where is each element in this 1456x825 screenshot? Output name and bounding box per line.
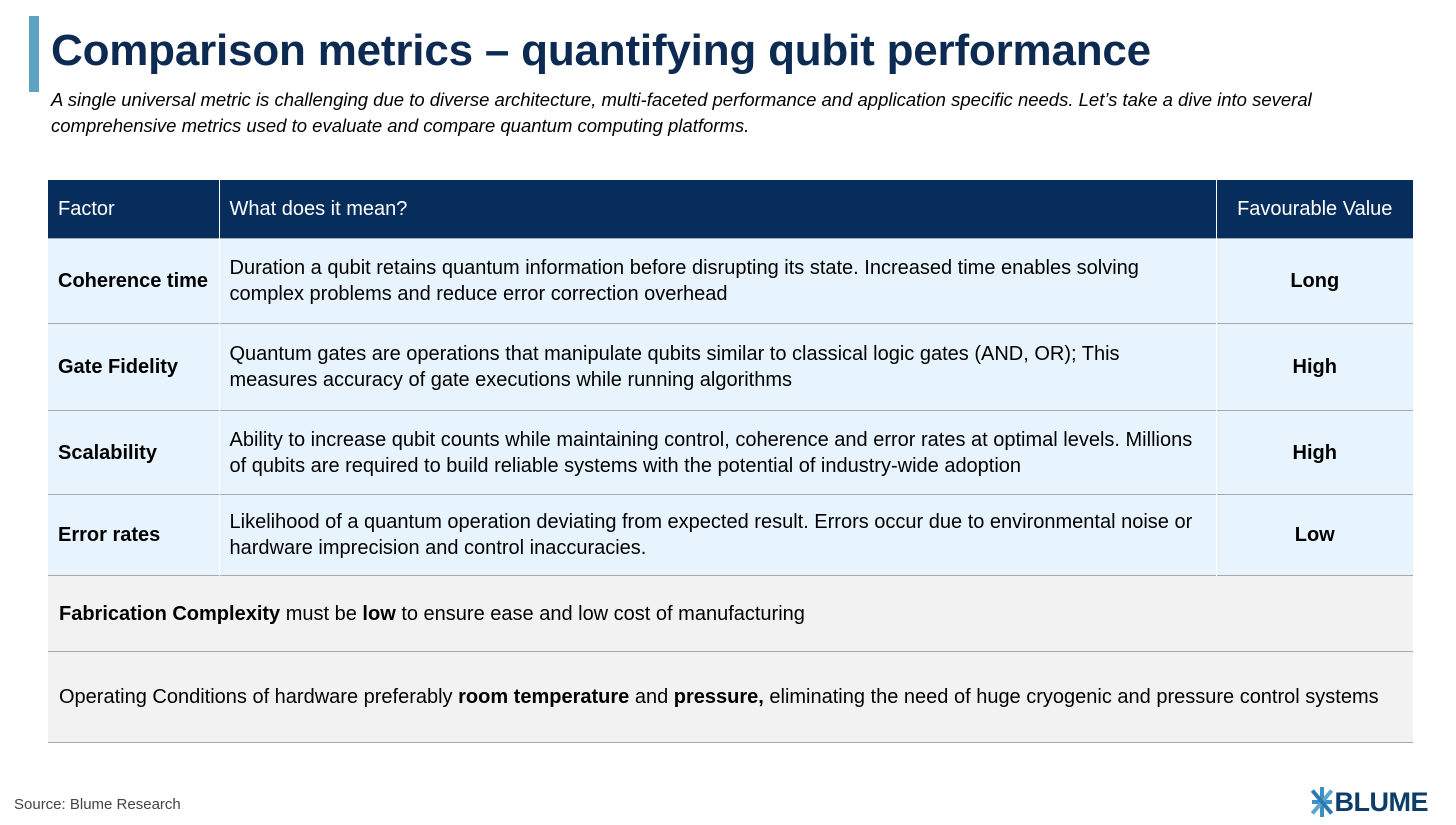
note-bold: room temperature (458, 686, 630, 708)
note-text: Operating Conditions of hardware prefera… (59, 686, 459, 708)
table-header-row: Factor What does it mean? Favourable Val… (48, 180, 1413, 239)
row-value: High (1215, 323, 1413, 411)
note-row-fabrication: Fabrication Complexity must be low to en… (48, 575, 1413, 652)
header-favourable-value: Favourable Value (1215, 180, 1413, 239)
note-text: eliminating the need of huge cryogenic a… (763, 686, 1379, 708)
table-row: Gate Fidelity Quantum gates are operatio… (48, 323, 1413, 411)
note-operating-conditions: Operating Conditions of hardware prefera… (48, 651, 1413, 743)
row-meaning: Likelihood of a quantum operation deviat… (218, 494, 1216, 576)
blume-logo-icon (1310, 787, 1333, 817)
table-row: Error rates Likelihood of a quantum oper… (48, 494, 1413, 576)
blume-logo: BLUME (1310, 786, 1429, 818)
header-meaning: What does it mean? (218, 180, 1216, 239)
row-factor: Gate Fidelity (48, 323, 219, 411)
header-factor: Factor (48, 180, 219, 239)
row-value: Low (1215, 494, 1413, 576)
note-bold: Fabrication Complexity (59, 602, 281, 625)
row-factor: Coherence time (48, 238, 219, 324)
note-bold: low (362, 602, 396, 625)
note-row-operating-conditions: Operating Conditions of hardware prefera… (48, 651, 1413, 743)
row-value: Long (1215, 238, 1413, 324)
row-factor: Scalability (48, 410, 219, 495)
blume-logo-text: BLUME (1334, 786, 1429, 817)
row-meaning: Quantum gates are operations that manipu… (218, 323, 1216, 411)
metrics-table: Factor What does it mean? Favourable Val… (48, 180, 1413, 743)
note-text: to ensure ease and low cost of manufactu… (395, 602, 805, 625)
row-meaning: Ability to increase qubit counts while m… (218, 410, 1216, 495)
row-factor: Error rates (48, 494, 219, 576)
table-row: Scalability Ability to increase qubit co… (48, 410, 1413, 495)
page-title: Comparison metrics – quantifying qubit p… (51, 26, 1151, 75)
row-meaning: Duration a qubit retains quantum informa… (218, 238, 1216, 324)
title-accent-bar (29, 16, 39, 92)
source-note: Source: Blume Research (14, 796, 181, 813)
note-text: and (629, 686, 674, 708)
note-text: must be (280, 602, 363, 625)
row-value: High (1215, 410, 1413, 495)
note-fabrication: Fabrication Complexity must be low to en… (48, 575, 1413, 652)
table-row: Coherence time Duration a qubit retains … (48, 238, 1413, 324)
note-bold: pressure, (673, 686, 764, 708)
page-subtitle: A single universal metric is challenging… (51, 89, 1312, 136)
